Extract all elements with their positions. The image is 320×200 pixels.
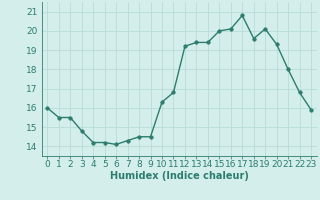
X-axis label: Humidex (Indice chaleur): Humidex (Indice chaleur) <box>110 171 249 181</box>
